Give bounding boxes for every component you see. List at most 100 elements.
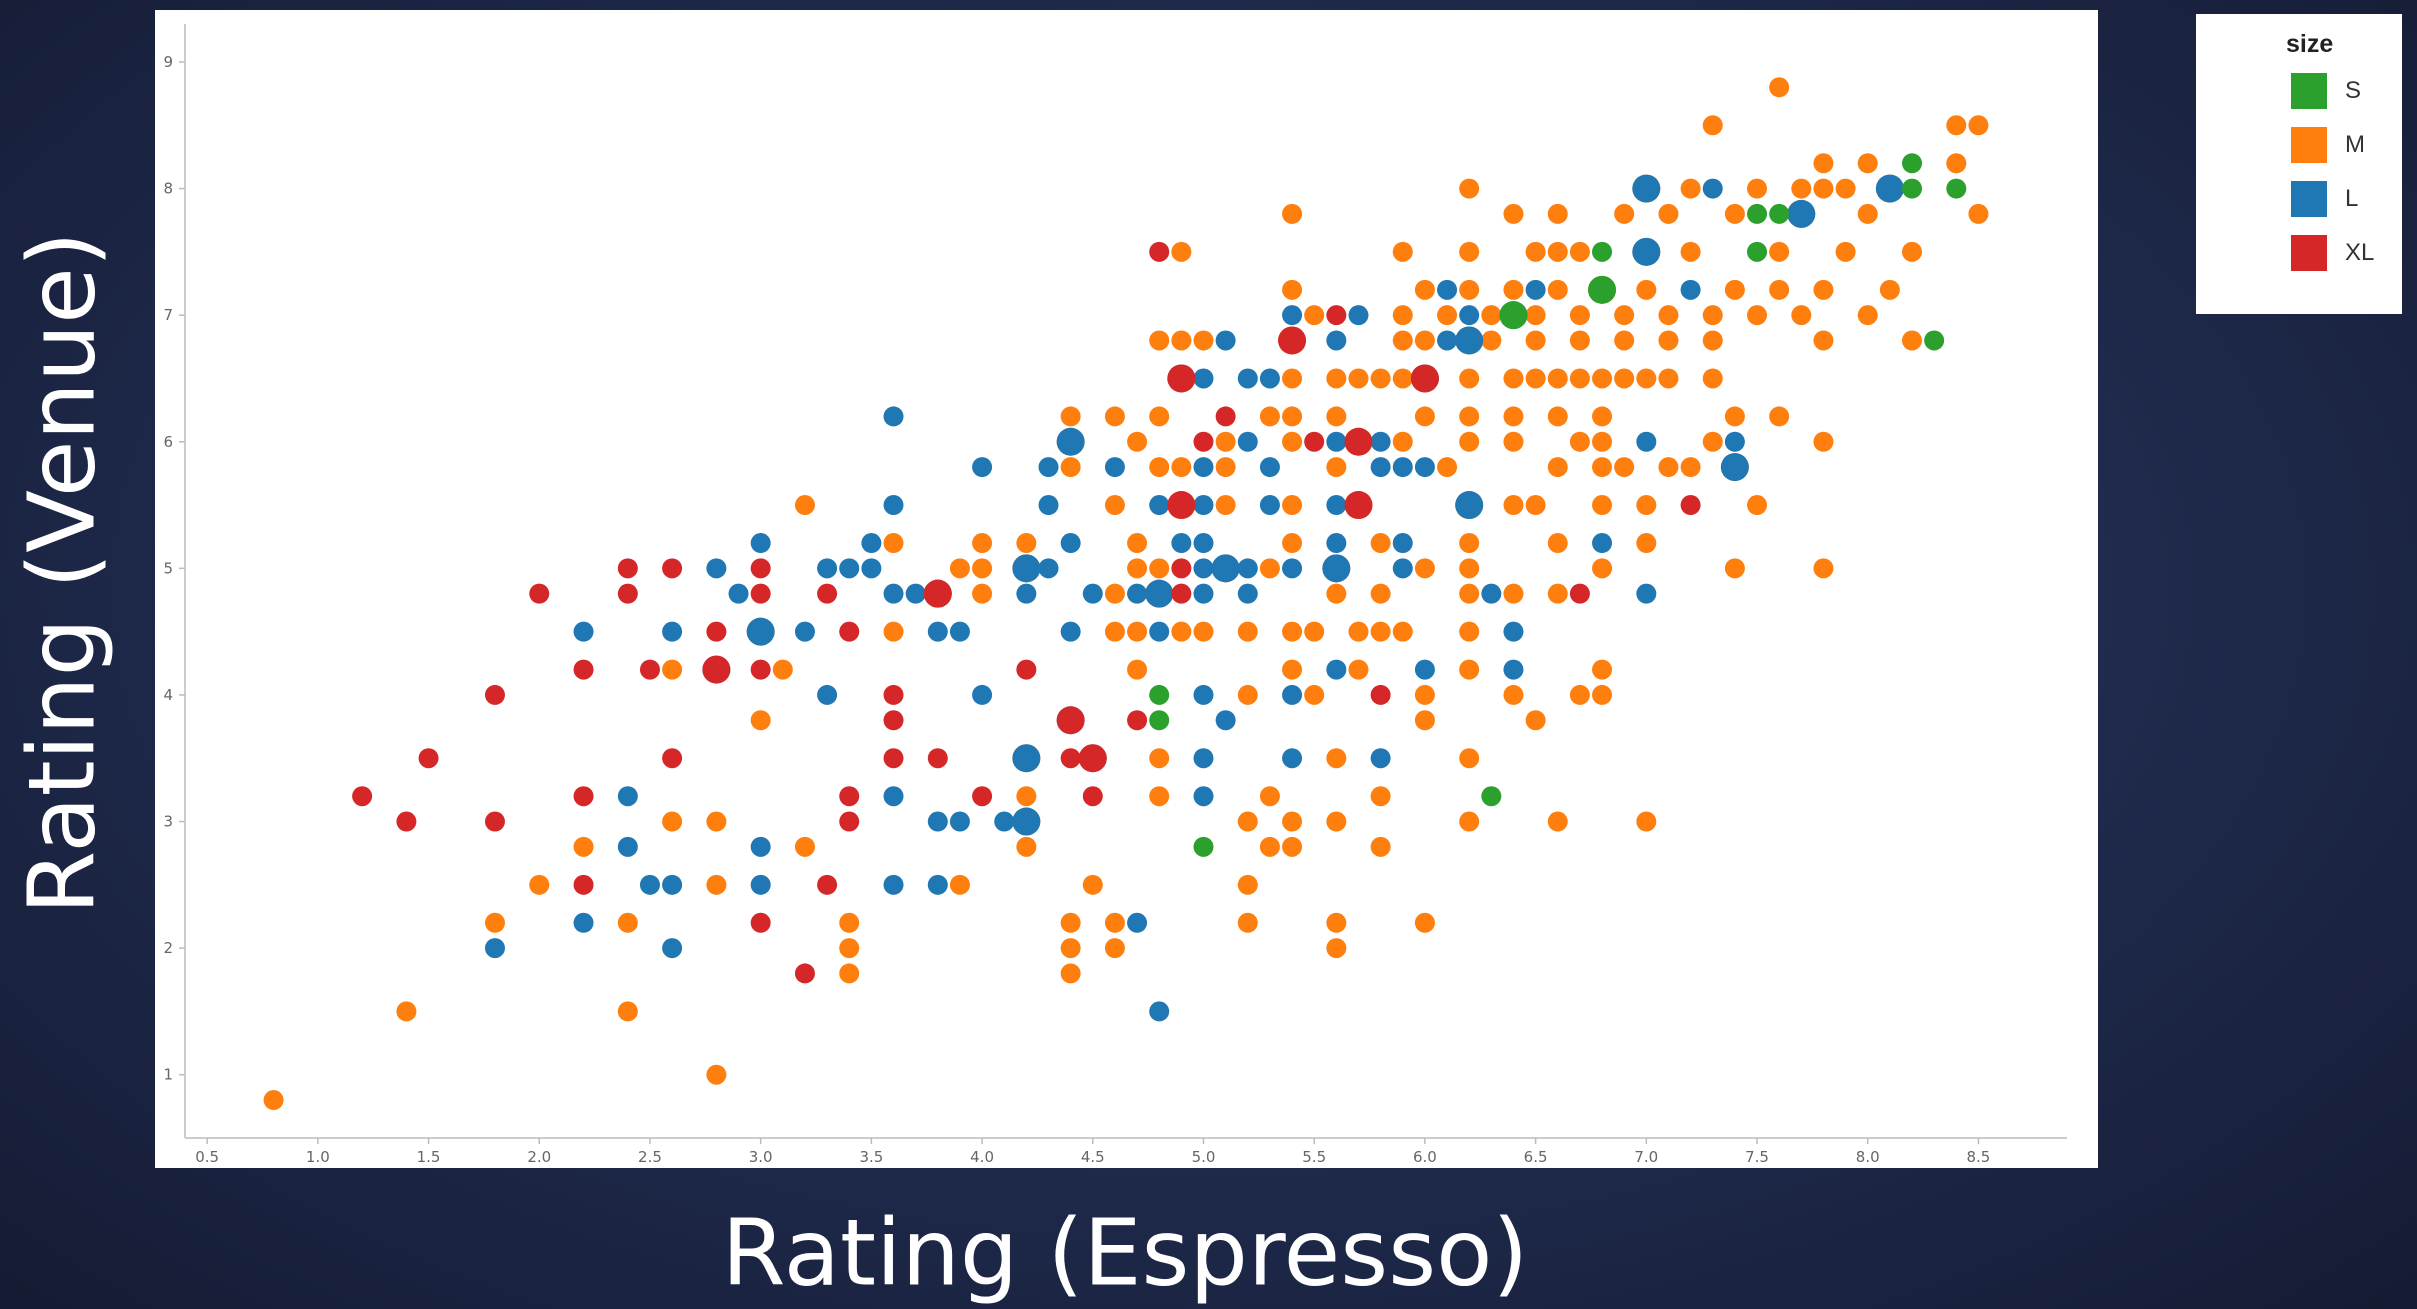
x-tick-label: 3.5: [859, 1148, 883, 1166]
data-point-m: [1702, 305, 1723, 326]
data-point-xl: [573, 786, 594, 807]
data-point-m: [1592, 495, 1613, 516]
data-point-m: [1414, 558, 1435, 579]
data-point-l: [1149, 1001, 1170, 1022]
data-point-m: [662, 659, 683, 680]
data-point-m: [1813, 431, 1834, 452]
legend-label-s: S: [2345, 77, 2362, 104]
data-point-m: [1259, 406, 1280, 427]
data-point-m: [1769, 241, 1790, 262]
data-point-l: [1720, 453, 1749, 482]
data-point-xl: [617, 583, 638, 604]
legend-item-s: S: [2291, 64, 2402, 118]
legend-label-l: L: [2345, 185, 2359, 212]
data-point-m: [1282, 836, 1303, 857]
data-point-xl: [750, 912, 771, 933]
data-point-m: [1459, 368, 1480, 389]
data-point-xl: [1167, 364, 1196, 393]
data-point-m: [1857, 203, 1878, 224]
data-point-l: [1636, 431, 1657, 452]
data-point-xl: [484, 811, 505, 832]
data-point-m: [1193, 621, 1214, 642]
data-point-l: [1282, 558, 1303, 579]
data-point-m: [662, 811, 683, 832]
data-point-m: [1592, 457, 1613, 478]
x-tick-label: 2.0: [527, 1148, 551, 1166]
x-tick-label: 8.0: [1856, 1148, 1880, 1166]
x-tick-label: 6.5: [1524, 1148, 1548, 1166]
data-point-xl: [1171, 583, 1192, 604]
data-point-m: [1392, 368, 1413, 389]
data-point-l: [1326, 330, 1347, 351]
data-point-l: [1259, 368, 1280, 389]
data-point-xl: [1171, 558, 1192, 579]
data-point-l: [1455, 491, 1484, 520]
data-point-l: [949, 621, 970, 642]
data-point-l: [1481, 583, 1502, 604]
data-point-l: [1237, 558, 1258, 579]
data-point-l: [1237, 583, 1258, 604]
data-point-xl: [706, 621, 727, 642]
data-point-m: [1769, 279, 1790, 300]
data-point-m: [1215, 457, 1236, 478]
data-point-s: [1149, 710, 1170, 731]
data-point-m: [1149, 330, 1170, 351]
data-point-m: [1414, 406, 1435, 427]
data-point-l: [1056, 427, 1085, 456]
data-point-m: [1282, 431, 1303, 452]
data-point-m: [1614, 203, 1635, 224]
data-point-m: [1813, 153, 1834, 174]
data-point-m: [1370, 836, 1391, 857]
data-point-m: [396, 1001, 417, 1022]
data-point-m: [1857, 153, 1878, 174]
data-point-m: [1968, 115, 1989, 136]
data-point-m: [263, 1090, 284, 1111]
data-point-m: [617, 912, 638, 933]
data-point-m: [1282, 811, 1303, 832]
data-point-l: [1392, 457, 1413, 478]
data-point-l: [927, 621, 948, 642]
data-point-l: [1680, 279, 1701, 300]
data-point-m: [1636, 279, 1657, 300]
data-point-m: [1569, 431, 1590, 452]
data-point-m: [1614, 368, 1635, 389]
data-point-m: [1592, 368, 1613, 389]
data-point-m: [1459, 279, 1480, 300]
data-point-l: [1632, 174, 1661, 203]
data-point-m: [1149, 406, 1170, 427]
data-point-l: [1082, 583, 1103, 604]
data-point-l: [1326, 659, 1347, 680]
data-point-s: [1588, 275, 1617, 304]
data-point-m: [1414, 912, 1435, 933]
data-point-m: [1503, 368, 1524, 389]
data-point-l: [573, 912, 594, 933]
data-point-m: [1592, 406, 1613, 427]
data-point-m: [1149, 748, 1170, 769]
data-point-m: [1791, 305, 1812, 326]
data-point-m: [1946, 153, 1967, 174]
data-point-l: [839, 558, 860, 579]
data-point-xl: [396, 811, 417, 832]
data-point-m: [1636, 495, 1657, 516]
data-point-m: [839, 912, 860, 933]
data-point-xl: [1680, 495, 1701, 516]
data-point-m: [1237, 874, 1258, 895]
data-point-l: [1193, 558, 1214, 579]
data-point-s: [1499, 301, 1528, 330]
data-point-l: [750, 533, 771, 554]
data-point-m: [529, 874, 550, 895]
data-point-m: [1835, 178, 1856, 199]
data-point-m: [1392, 621, 1413, 642]
legend-title: size: [2286, 30, 2334, 58]
x-tick-label: 4.0: [970, 1148, 994, 1166]
data-point-m: [794, 836, 815, 857]
data-point-xl: [1127, 710, 1148, 731]
data-point-m: [1459, 748, 1480, 769]
data-point-m: [1060, 406, 1081, 427]
data-point-m: [1459, 178, 1480, 199]
data-point-m: [1392, 241, 1413, 262]
data-point-l: [794, 621, 815, 642]
legend-swatch-xl: [2291, 235, 2327, 271]
data-point-l: [662, 621, 683, 642]
data-point-m: [1459, 533, 1480, 554]
